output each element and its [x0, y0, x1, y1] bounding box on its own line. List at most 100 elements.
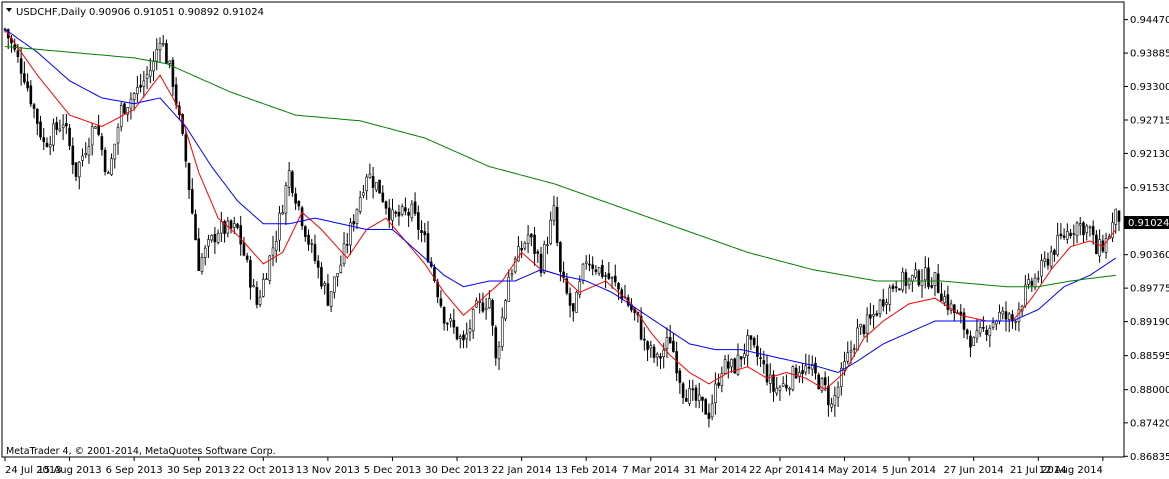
bear-candle — [174, 84, 178, 105]
bull-candle — [207, 239, 210, 247]
x-tick-label: 13 Nov 2013 — [296, 465, 360, 476]
x-tick-label: 13 Feb 2014 — [555, 465, 617, 476]
bull-candle — [1017, 309, 1021, 322]
bull-candle — [287, 170, 291, 188]
triangle-down-icon[interactable] — [6, 8, 12, 12]
x-tick-label: 14 May 2014 — [812, 465, 877, 476]
bull-candle — [994, 320, 998, 325]
x-tick-label: 22 Jan 2014 — [492, 465, 552, 476]
bull-candle — [546, 244, 549, 246]
bull-candle — [978, 327, 982, 334]
bull-candle — [914, 269, 917, 278]
bull-candle — [872, 314, 875, 317]
current-price-label: 0.91024 — [1128, 218, 1169, 229]
bull-candle — [840, 367, 843, 387]
bull-candle — [907, 278, 911, 286]
bull-candle — [1085, 225, 1089, 234]
bear-candle — [652, 346, 656, 358]
bear-candle — [717, 382, 720, 386]
bull-candle — [281, 212, 284, 215]
bull-candle — [697, 394, 701, 402]
bear-candle — [439, 298, 443, 307]
bear-candle — [19, 58, 23, 74]
bear-candle — [1046, 258, 1050, 266]
bear-candle — [249, 259, 252, 288]
bull-candle — [662, 349, 666, 357]
bull-candle — [262, 279, 265, 297]
bull-candle — [1078, 223, 1082, 226]
bull-candle — [507, 276, 511, 302]
bear-candle — [32, 104, 36, 109]
bull-candle — [833, 395, 837, 406]
bear-candle — [1062, 235, 1066, 238]
bear-candle — [103, 149, 107, 173]
bull-candle — [152, 60, 155, 72]
symbol-label: USDCHF,Daily — [16, 7, 86, 18]
x-tick-label: 30 Sep 2013 — [167, 465, 230, 476]
bear-candle — [568, 293, 572, 306]
x-tick-label: 15 Aug 2013 — [38, 465, 102, 476]
bull-candle — [203, 247, 207, 258]
bull-candle — [991, 322, 995, 328]
bear-candle — [442, 307, 446, 324]
bull-candle — [113, 143, 117, 160]
bear-candle — [726, 361, 730, 369]
bull-candle — [513, 258, 517, 273]
bull-candle — [923, 267, 927, 281]
bear-candle — [739, 356, 743, 360]
bear-candle — [39, 121, 42, 138]
bull-candle — [730, 359, 733, 368]
bull-candle — [52, 123, 55, 146]
bear-candle — [894, 286, 898, 289]
bull-candle — [1111, 222, 1114, 238]
bull-candle — [58, 128, 62, 132]
bear-candle — [1091, 226, 1095, 235]
bull-candle — [949, 303, 953, 311]
bear-candle — [420, 230, 423, 233]
bull-candle — [998, 312, 1001, 322]
bull-candle — [1014, 321, 1017, 323]
bear-candle — [601, 264, 604, 277]
bear-candle — [869, 314, 872, 319]
bear-candle — [946, 294, 950, 310]
bear-candle — [772, 374, 775, 392]
bear-candle — [1059, 233, 1063, 237]
bear-candle — [927, 267, 930, 288]
bull-candle — [510, 273, 514, 276]
x-tick-label: 7 Mar 2014 — [622, 465, 679, 476]
bear-candle — [765, 364, 769, 383]
bear-candle — [594, 269, 598, 272]
bull-candle — [988, 327, 992, 337]
bull-candle — [775, 387, 779, 394]
bear-candle — [591, 264, 594, 269]
bear-candle — [242, 242, 246, 256]
bear-candle — [300, 207, 304, 227]
bull-candle — [830, 403, 833, 408]
bear-candle — [965, 329, 969, 335]
x-tick-label: 22 Oct 2013 — [232, 465, 294, 476]
bull-candle — [836, 386, 840, 398]
bear-candle — [917, 270, 921, 286]
bear-candle — [16, 50, 20, 57]
bull-candle — [575, 292, 578, 313]
bear-candle — [953, 304, 956, 313]
bull-candle — [339, 264, 343, 273]
bear-candle — [55, 122, 58, 130]
bull-candle — [888, 287, 892, 305]
bear-candle — [1053, 249, 1056, 255]
bear-candle — [35, 108, 39, 124]
bear-candle — [303, 226, 307, 237]
bull-candle — [885, 302, 888, 305]
bear-candle — [685, 397, 688, 402]
bull-candle — [581, 263, 585, 281]
bull-candle — [820, 378, 824, 391]
x-tick-label: 27 Jun 2014 — [944, 465, 1004, 476]
bull-candle — [810, 363, 814, 370]
bear-candle — [404, 207, 407, 212]
bull-candle — [210, 235, 213, 241]
bull-candle — [714, 383, 717, 404]
x-tick-label: 12 Aug 2014 — [1039, 465, 1103, 476]
bear-candle — [678, 370, 682, 383]
